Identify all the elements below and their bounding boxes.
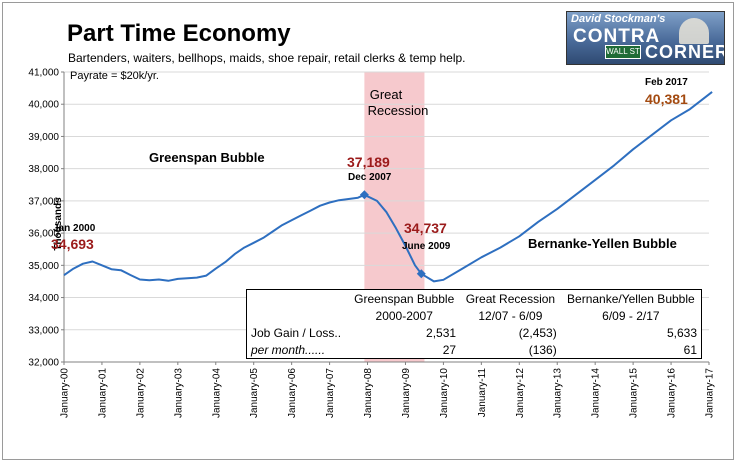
table-corner-cell (247, 290, 349, 308)
table-header-bernanke-yellen: Bernanke/Yellen Bubble (567, 291, 695, 306)
y-tick-label: 41,000 (28, 68, 59, 79)
data-point-marker (359, 190, 369, 200)
series-line (63, 91, 713, 283)
data-point-marker (416, 269, 426, 279)
x-tick-label: January-13 (553, 368, 564, 418)
annotation-june2009-value: 34,737 (404, 220, 447, 236)
x-tick-label: January-03 (173, 368, 184, 418)
x-tick-label: January-09 (401, 368, 412, 418)
table-period-blank (247, 307, 349, 324)
x-tick-label: January-15 (629, 368, 640, 418)
table-period-greenspan: 2000-2007 (375, 308, 433, 323)
wall-street-sign-icon: WALL ST (605, 45, 641, 59)
table-period-row: 2000-2007 12/07 - 6/09 6/09 - 2/17 (247, 307, 702, 324)
table-cell: 27 (442, 342, 457, 357)
chart-title: Part Time Economy (67, 20, 291, 47)
table-cell: 2,531 (426, 325, 457, 340)
x-tick-label: January-02 (135, 368, 146, 418)
recession-label-line2: Recession (368, 103, 429, 118)
table-cell: 5,633 (666, 325, 697, 340)
logo-line2: CONTRA (573, 26, 661, 47)
table-row: Job Gain / Loss.. 2,531 (2,453) 5,633 (247, 324, 702, 341)
x-tick-label: January-12 (515, 368, 526, 418)
table-period-recession: 12/07 - 6/09 (478, 308, 543, 323)
y-tick-label: 38,000 (28, 164, 59, 175)
logo-line3: CORNER (645, 42, 725, 62)
x-tick-label: January-06 (287, 368, 298, 418)
y-tick-label: 35,000 (28, 261, 59, 272)
y-tick-label: 32,000 (28, 358, 59, 369)
y-tick-label: 36,000 (28, 229, 59, 240)
table-period-bernanke-yellen: 6/09 - 2/17 (602, 308, 660, 323)
y-tick-label: 39,000 (28, 132, 59, 143)
x-tick-label: January-11 (477, 368, 488, 418)
y-tick-label: 33,000 (28, 325, 59, 336)
y-tick-label: 40,000 (28, 100, 59, 111)
y-tick-label: 37,000 (28, 196, 59, 207)
annotation-jan2000-label: Jan 2000 (53, 223, 96, 234)
region-label-bernanke-yellen: Bernanke-Yellen Bubble (528, 236, 677, 251)
table-row-label: per month...... (251, 342, 326, 357)
table-header-greenspan: Greenspan Bubble (354, 291, 455, 306)
x-tick-label: January-01 (97, 368, 108, 418)
table-row-label: Job Gain / Loss.. (251, 325, 342, 340)
table-header-recession: Great Recession (465, 291, 556, 306)
annotation-feb2017-label: Feb 2017 (645, 77, 688, 88)
annotation-feb2017-value: 40,381 (645, 91, 688, 107)
stats-table: Greenspan Bubble Great Recession Bernank… (246, 289, 702, 359)
y-axis-label: Thousands (53, 197, 64, 251)
contra-corner-logo: David Stockman's CONTRA WALL ST CORNER (566, 11, 725, 65)
x-tick-label: January-08 (363, 368, 374, 418)
x-tick-label: January-00 (60, 368, 71, 418)
region-label-greenspan: Greenspan Bubble (149, 150, 265, 165)
x-tick-label: January-14 (591, 368, 602, 418)
x-tick-label: January-17 (705, 368, 716, 418)
table-row: per month...... 27 (136) 61 (247, 341, 702, 359)
annotation-jan2000-value: 34,693 (51, 236, 94, 252)
table-cell: (136) (528, 342, 557, 357)
x-tick-label: January-04 (211, 368, 222, 418)
table-cell: 61 (683, 342, 697, 357)
recession-label-line1: Great (370, 87, 403, 102)
payrate-note: Payrate = $20k/yr. (70, 70, 159, 82)
annotation-dec2007-label: Dec 2007 (348, 172, 392, 183)
table-header-row: Greenspan Bubble Great Recession Bernank… (247, 290, 702, 308)
x-tick-label: January-10 (439, 368, 450, 418)
logo-line1: David Stockman's (571, 13, 666, 25)
annotation-dec2007-value: 37,189 (347, 154, 390, 170)
capitol-dome-icon (679, 18, 709, 44)
x-tick-label: January-05 (249, 368, 260, 418)
y-tick-label: 34,000 (28, 293, 59, 304)
chart-subtitle: Bartenders, waiters, bellhops, maids, sh… (68, 51, 466, 65)
table-cell: (2,453) (518, 325, 557, 340)
x-tick-label: January-16 (667, 368, 678, 418)
annotation-june2009-label: June 2009 (402, 241, 451, 252)
x-tick-label: January-07 (325, 368, 336, 418)
